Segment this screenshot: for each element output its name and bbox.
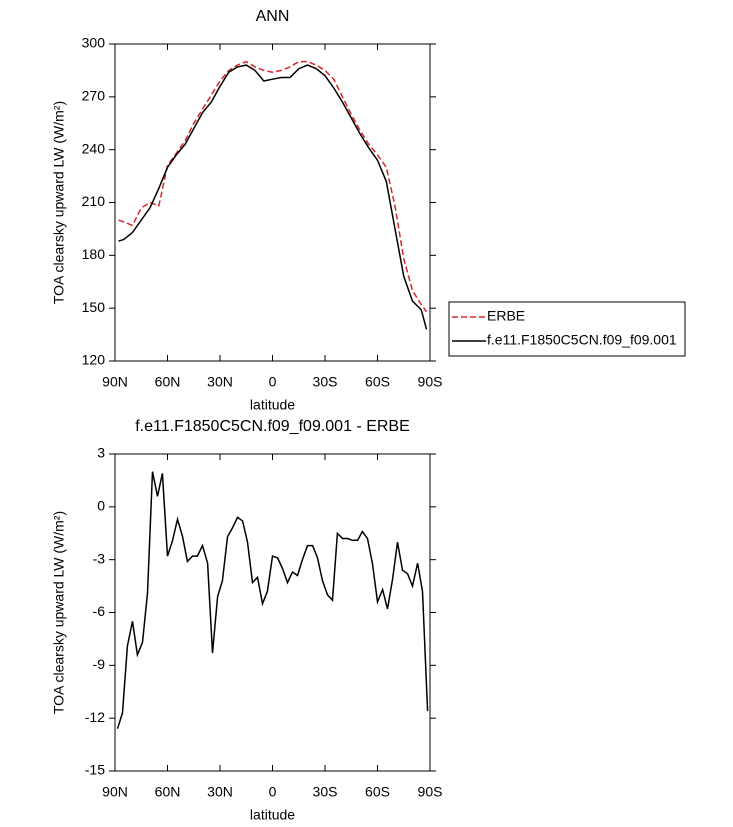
legend-label: f.e11.F1850C5CN.f09_f09.001: [487, 332, 677, 348]
y-tick-label: -15: [85, 762, 105, 778]
y-tick-label: -9: [93, 656, 106, 672]
y-axis-label: TOA clearsky upward LW (W/m²): [51, 101, 67, 304]
series-line: [118, 64, 428, 330]
y-tick-label: 120: [82, 352, 106, 368]
chart-title: ANN: [256, 8, 290, 25]
x-tick-label: 60S: [365, 374, 390, 390]
x-tick-label: 90S: [418, 374, 443, 390]
x-tick-label: 90S: [418, 784, 443, 800]
x-tick-label: 30S: [313, 374, 338, 390]
y-axis-label: TOA clearsky upward LW (W/m²): [51, 511, 67, 714]
x-tick-label: 30S: [313, 784, 338, 800]
y-tick-label: 210: [82, 193, 106, 209]
x-tick-label: 30N: [207, 784, 233, 800]
x-tick-label: 0: [269, 784, 277, 800]
legend-label: ERBE: [487, 308, 525, 324]
plot-frame: [114, 43, 431, 362]
y-tick-label: -3: [93, 550, 106, 566]
x-tick-label: 90N: [102, 374, 128, 390]
y-tick-label: 0: [97, 498, 105, 514]
x-tick-label: 60S: [365, 784, 390, 800]
x-tick-label: 30N: [207, 374, 233, 390]
y-tick-label: -6: [93, 603, 106, 619]
plot-frame: [114, 453, 431, 772]
series-line: [118, 60, 428, 313]
y-tick-label: 240: [82, 140, 106, 156]
y-tick-label: 270: [82, 88, 106, 104]
legend-box: [448, 301, 686, 357]
y-tick-label: 300: [82, 35, 106, 51]
y-tick-label: 180: [82, 246, 106, 262]
x-tick-label: 0: [269, 374, 277, 390]
x-tick-label: 60N: [155, 784, 181, 800]
y-tick-label: 3: [97, 445, 105, 461]
x-axis-label: latitude: [250, 807, 295, 823]
chart-title: f.e11.F1850C5CN.f09_f09.001 - ERBE: [135, 418, 410, 435]
y-tick-label: -12: [85, 709, 105, 725]
series-line: [116, 471, 429, 729]
x-tick-label: 60N: [155, 374, 181, 390]
y-tick-label: 150: [82, 299, 106, 315]
x-tick-label: 90N: [102, 784, 128, 800]
x-axis-label: latitude: [250, 397, 295, 413]
